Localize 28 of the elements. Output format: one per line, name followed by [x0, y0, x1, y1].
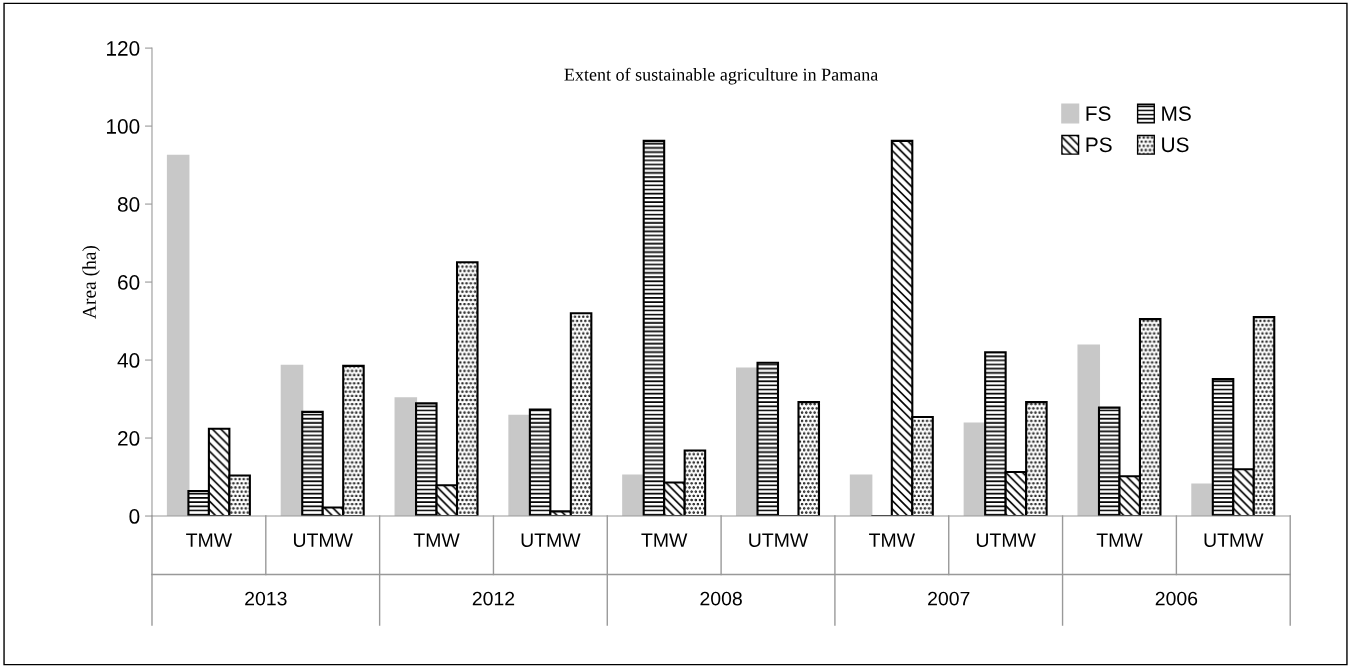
- legend-label: US: [1162, 137, 1189, 153]
- x-tick-label: TMW: [186, 533, 233, 547]
- x-tick-label: TMW: [869, 533, 915, 547]
- text: Extent of sustainable agriculture in Pamana: [564, 67, 879, 85]
- y-tick-label: 20: [118, 431, 140, 446]
- y-tick-label: 60: [118, 275, 140, 290]
- text: 2013: [245, 591, 287, 606]
- y-tick-label: 0: [129, 509, 140, 524]
- text: 2008: [700, 591, 742, 606]
- x-tick-label: TMW: [413, 533, 460, 547]
- x-tick-label: UTMW: [521, 533, 581, 547]
- legend-label: FS: [1086, 106, 1111, 121]
- x-tick-label: UTMW: [976, 533, 1036, 547]
- y-tick-label: 40: [117, 353, 140, 368]
- y-tick-label: 100: [107, 119, 140, 134]
- y-axis-title: Area (ha): [82, 245, 100, 319]
- x-tick-label: UTMW: [749, 533, 809, 547]
- text: 2012: [472, 591, 515, 606]
- legend-label: MS: [1162, 106, 1191, 121]
- text: 2006: [1155, 591, 1198, 606]
- x-tick-label: TMW: [641, 533, 688, 547]
- x-tick-label: UTMW: [1204, 533, 1264, 547]
- text: 2007: [928, 591, 970, 606]
- legend-label: PS: [1086, 137, 1112, 153]
- y-tick-label: 80: [117, 197, 140, 212]
- x-tick-label: UTMW: [293, 533, 353, 547]
- y-tick-label: 120: [107, 41, 140, 56]
- x-tick-label: TMW: [1096, 533, 1143, 547]
